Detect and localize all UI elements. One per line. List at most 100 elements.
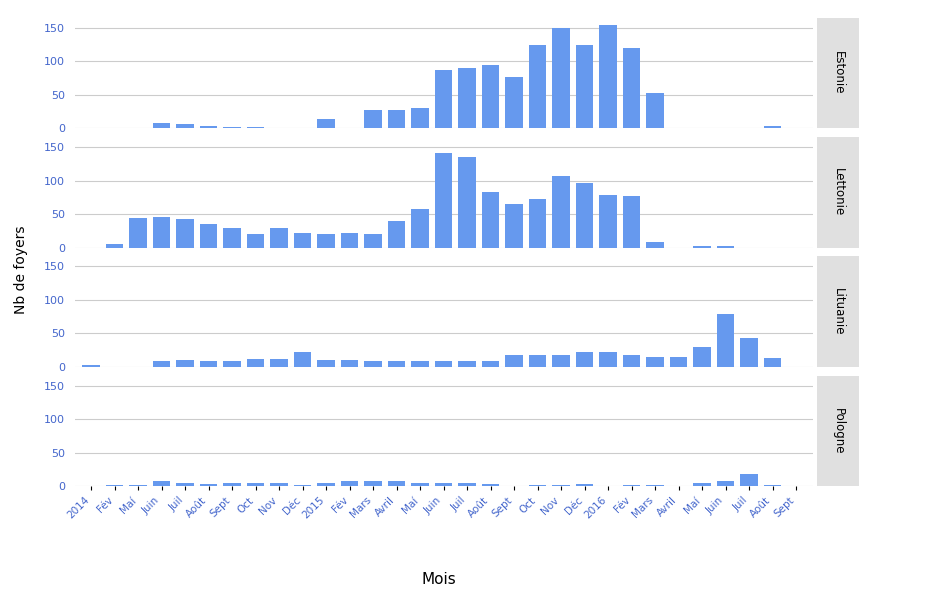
Bar <box>341 481 359 486</box>
Bar <box>364 361 382 367</box>
Bar <box>388 481 405 486</box>
Bar <box>364 110 382 128</box>
Bar <box>318 482 335 486</box>
Bar <box>693 347 711 367</box>
Bar <box>529 199 546 248</box>
Bar <box>529 355 546 367</box>
Bar <box>552 485 570 486</box>
Bar <box>576 46 593 128</box>
Bar <box>411 209 429 248</box>
Bar <box>600 25 617 128</box>
Bar <box>388 361 405 367</box>
Bar <box>200 127 218 128</box>
Bar <box>435 482 452 486</box>
Bar <box>341 360 359 367</box>
Bar <box>459 361 476 367</box>
Bar <box>741 338 758 367</box>
Bar <box>318 234 335 248</box>
Bar <box>294 485 311 486</box>
Bar <box>341 233 359 248</box>
Text: Mois: Mois <box>421 571 457 587</box>
Text: Pologne: Pologne <box>832 407 844 454</box>
Bar <box>764 358 782 367</box>
Bar <box>600 352 617 367</box>
Bar <box>318 119 335 128</box>
Text: Estonie: Estonie <box>832 52 844 95</box>
Bar <box>670 358 687 367</box>
Bar <box>623 48 641 128</box>
Bar <box>741 474 758 486</box>
Bar <box>294 352 311 367</box>
Bar <box>482 484 500 486</box>
Bar <box>82 365 100 367</box>
Bar <box>576 484 593 486</box>
Bar <box>482 192 500 248</box>
Bar <box>411 109 429 128</box>
Bar <box>716 314 734 367</box>
Bar <box>270 359 288 367</box>
Bar <box>129 485 147 486</box>
Bar <box>646 357 664 367</box>
Bar <box>247 234 264 248</box>
Text: Nb de foyers: Nb de foyers <box>14 226 27 314</box>
Bar <box>646 242 664 248</box>
Bar <box>435 361 452 367</box>
Bar <box>411 361 429 367</box>
Bar <box>153 123 171 128</box>
Bar <box>153 217 171 248</box>
Bar <box>716 246 734 248</box>
Bar <box>200 484 218 486</box>
Bar <box>764 127 782 128</box>
Text: Lituanie: Lituanie <box>821 288 834 335</box>
Bar <box>552 28 570 128</box>
Bar <box>716 481 734 486</box>
Bar <box>200 361 218 367</box>
Bar <box>529 46 546 128</box>
Bar <box>693 246 711 248</box>
Bar <box>623 485 641 486</box>
Bar <box>623 355 641 367</box>
Bar <box>177 124 194 128</box>
Bar <box>505 77 523 128</box>
Bar <box>388 110 405 128</box>
Bar <box>364 234 382 248</box>
Text: Lettonie: Lettonie <box>832 168 844 217</box>
Bar <box>411 482 429 486</box>
Bar <box>482 65 500 128</box>
Bar <box>177 219 194 248</box>
Bar <box>482 361 500 367</box>
Bar <box>505 204 523 248</box>
Bar <box>318 360 335 367</box>
Bar <box>153 481 171 486</box>
Bar <box>177 482 194 486</box>
Bar <box>459 68 476 128</box>
Bar <box>247 127 264 128</box>
Bar <box>552 355 570 367</box>
Bar <box>764 485 782 486</box>
Bar <box>200 224 218 248</box>
Bar <box>600 196 617 248</box>
Bar <box>388 221 405 248</box>
Bar <box>153 361 171 367</box>
Bar <box>552 176 570 248</box>
Bar <box>247 359 264 367</box>
Bar <box>223 127 241 128</box>
Bar <box>505 355 523 367</box>
Bar <box>177 360 194 367</box>
Bar <box>459 482 476 486</box>
Bar <box>623 196 641 248</box>
Bar <box>693 482 711 486</box>
Bar <box>106 244 123 248</box>
Bar <box>459 157 476 248</box>
Bar <box>435 153 452 248</box>
Text: Pologne: Pologne <box>821 407 834 454</box>
Bar <box>223 482 241 486</box>
Text: Estonie: Estonie <box>821 52 834 95</box>
Bar <box>270 482 288 486</box>
Text: Lettonie: Lettonie <box>821 168 834 217</box>
Bar <box>364 481 382 486</box>
Bar <box>646 93 664 128</box>
Bar <box>576 182 593 248</box>
Bar <box>435 70 452 128</box>
Bar <box>247 482 264 486</box>
